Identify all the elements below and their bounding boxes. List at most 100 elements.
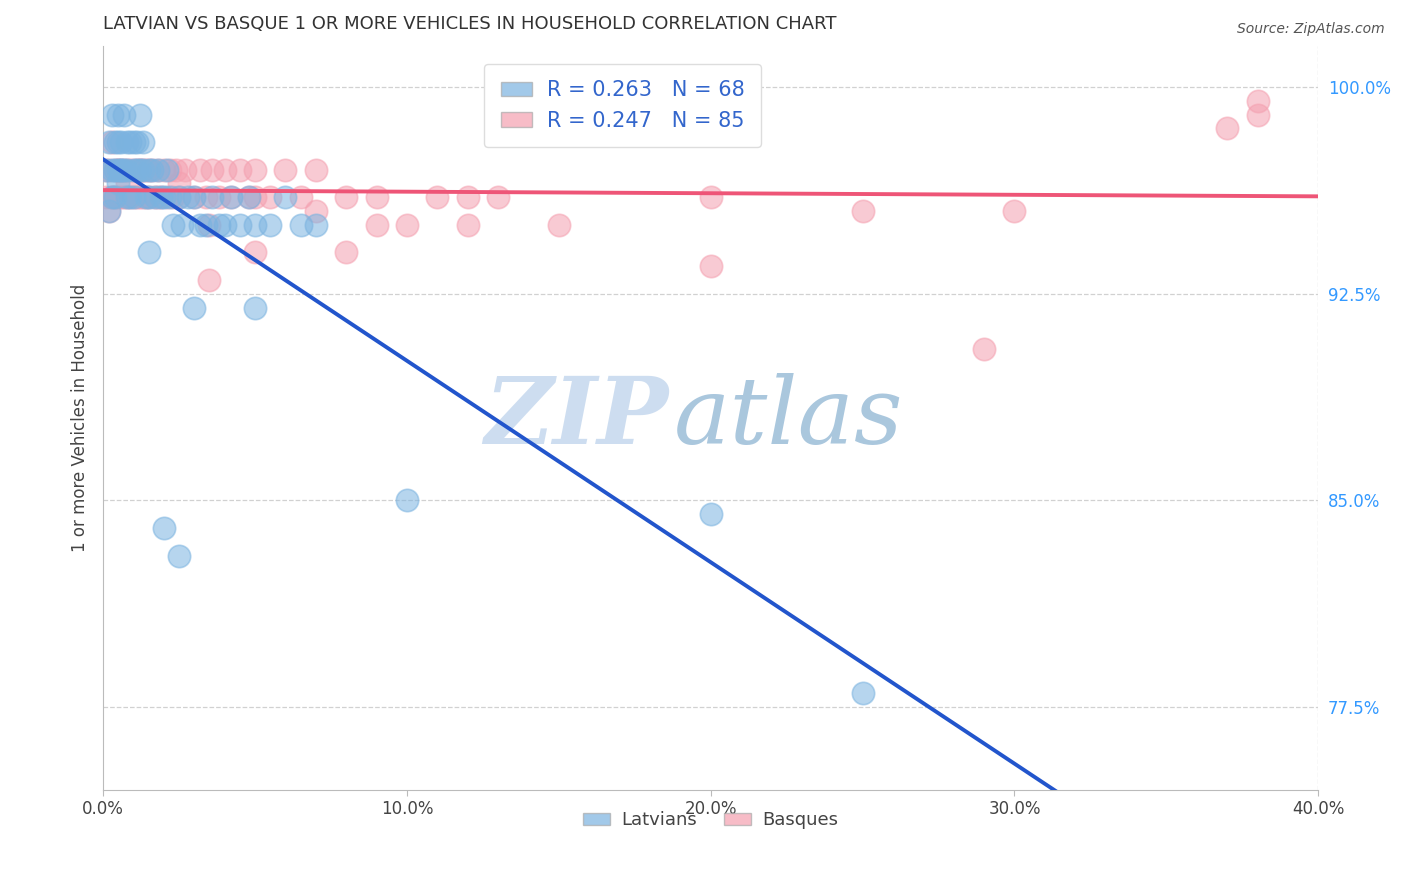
Point [188,162,211,177]
Point [153,521,176,535]
Point [162,190,184,204]
Point [153,162,176,177]
Point [207,218,229,232]
Point [243,245,266,260]
Point [201,190,224,204]
Point [167,190,190,204]
Point [172,218,194,232]
Point [852,204,875,219]
Point [122,190,145,204]
Point [238,190,260,204]
Point [149,190,172,204]
Point [110,162,132,177]
Point [138,190,160,204]
Point [138,245,160,260]
Point [149,190,172,204]
Point [243,218,266,232]
Point [138,190,160,204]
Point [101,162,124,177]
Point [117,135,139,149]
Point [146,162,169,177]
Point [229,218,252,232]
Point [156,190,179,204]
Point [305,204,328,219]
Point [229,162,252,177]
Point [457,190,479,204]
Point [457,218,479,232]
Point [219,190,242,204]
Point [107,162,129,177]
Point [243,162,266,177]
Point [141,162,163,177]
Point [1246,107,1268,121]
Point [128,162,150,177]
Point [395,493,418,508]
Point [122,162,145,177]
Point [122,135,145,149]
Point [117,177,139,191]
Point [195,218,218,232]
Point [973,342,995,356]
Point [290,190,312,204]
Point [274,190,297,204]
Legend: Latvians, Basques: Latvians, Basques [576,805,845,837]
Point [104,135,127,149]
Point [117,162,139,177]
Point [188,218,211,232]
Point [165,162,187,177]
Point [699,259,721,273]
Point [335,245,357,260]
Point [122,190,145,204]
Point [107,162,129,177]
Point [183,190,205,204]
Point [214,162,236,177]
Point [98,204,121,219]
Point [167,177,190,191]
Point [167,190,190,204]
Point [156,162,179,177]
Point [159,190,181,204]
Point [274,162,297,177]
Point [104,190,127,204]
Point [120,135,142,149]
Point [125,190,148,204]
Point [259,190,281,204]
Point [207,190,229,204]
Point [131,162,153,177]
Point [98,204,121,219]
Point [131,162,153,177]
Y-axis label: 1 or more Vehicles in Household: 1 or more Vehicles in Household [72,284,89,552]
Point [198,273,221,287]
Point [146,162,169,177]
Point [122,162,145,177]
Point [128,162,150,177]
Text: LATVIAN VS BASQUE 1 OR MORE VEHICLES IN HOUSEHOLD CORRELATION CHART: LATVIAN VS BASQUE 1 OR MORE VEHICLES IN … [103,15,837,33]
Point [167,549,190,563]
Point [366,190,388,204]
Point [135,190,157,204]
Point [1246,94,1268,108]
Point [305,218,328,232]
Point [110,190,132,204]
Point [366,218,388,232]
Point [117,190,139,204]
Point [125,162,148,177]
Point [101,190,124,204]
Point [243,301,266,315]
Point [153,190,176,204]
Point [238,190,260,204]
Point [195,190,218,204]
Point [183,190,205,204]
Point [104,190,127,204]
Point [143,190,166,204]
Point [1004,204,1026,219]
Point [98,135,121,149]
Point [107,107,129,121]
Point [131,190,153,204]
Point [699,190,721,204]
Point [104,162,127,177]
Point [96,162,118,177]
Text: ZIP: ZIP [484,373,668,463]
Point [117,190,139,204]
Point [486,190,509,204]
